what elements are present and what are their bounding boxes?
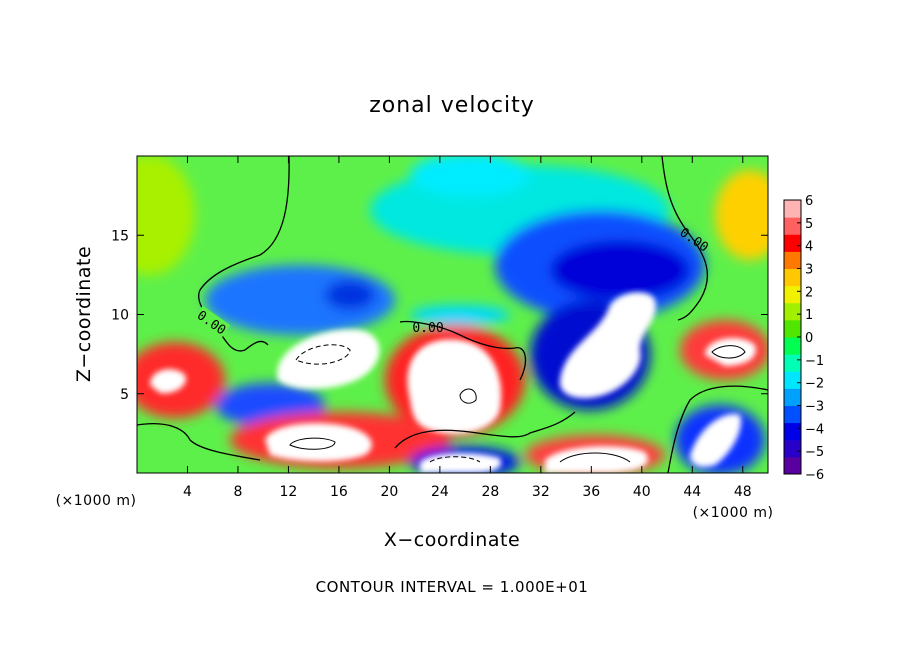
- contour-label-2: 0.00: [412, 321, 443, 336]
- colorbar-segment: [784, 302, 801, 321]
- x-tick-label: 40: [633, 484, 651, 500]
- upper-left-yellow-green: [137, 156, 195, 275]
- x-tick-label: 24: [431, 484, 449, 500]
- colorbar-segment: [784, 319, 801, 338]
- colorbar-tick-label: 0: [805, 331, 813, 346]
- colorbar: 6 5 4 3 2 1 0 −1 −2 −3 −4 −5 −6: [783, 194, 824, 483]
- colorbar-tick-label: −2: [805, 377, 824, 392]
- zero-contour-lower-right: [667, 385, 768, 473]
- x-tick-label: 36: [582, 484, 600, 500]
- x-axis-ticks: 4 8 12 16 20 24 28 32 36 40 44 48: [183, 156, 752, 500]
- cyan-streak: [410, 305, 510, 325]
- colorbar-segment: [784, 422, 801, 441]
- colorbar-tick-label: −1: [805, 354, 824, 369]
- upper-cyan-plume: [410, 156, 530, 197]
- white-core-1: [277, 329, 380, 390]
- colorbar-tick-label: −3: [805, 400, 824, 415]
- colorbar-segment: [784, 354, 801, 372]
- colorbar-segment: [784, 337, 801, 355]
- white-core-3: [559, 292, 656, 399]
- y-tick-label: 15: [111, 228, 129, 244]
- zero-contour-center: [399, 320, 527, 381]
- contour-interval-note: CONTOUR INTERVAL = 1.000E+01: [316, 578, 589, 596]
- x-tick-label: 20: [380, 484, 398, 500]
- contour-loop-4: [711, 345, 746, 359]
- white-core-7: [690, 414, 741, 467]
- upper-right-yellow: [715, 170, 768, 260]
- x-tick-label: 4: [183, 484, 192, 500]
- white-core-8: [545, 446, 648, 473]
- x-tick-label: 28: [481, 484, 499, 500]
- zero-contour-lower-left: [137, 423, 261, 461]
- heatmap-field: 0.00 0.00 0.00: [137, 156, 768, 473]
- contour-loop-3: [459, 388, 477, 404]
- colorbar-tick-label: 4: [805, 240, 813, 255]
- contour-loop-6: [559, 452, 631, 463]
- contour-loop-5: [429, 456, 481, 463]
- colorbar-segment: [784, 439, 801, 458]
- colorbar-tick-label: 1: [805, 308, 813, 323]
- x-tick-label: 32: [532, 484, 550, 500]
- white-core-2: [407, 339, 502, 434]
- colorbar-segment: [784, 251, 801, 269]
- colorbar-segment: [784, 234, 801, 252]
- colorbar-tick-label: 2: [805, 285, 813, 300]
- colorbar-segment: [784, 285, 801, 304]
- dark-blue-small: [325, 280, 375, 310]
- zero-contour-upper-right: [661, 156, 709, 321]
- zero-contour-upper-left: [198, 156, 290, 352]
- x-tick-label: 8: [233, 484, 242, 500]
- contour-loop-2: [289, 437, 336, 450]
- colorbar-segment: [784, 388, 801, 406]
- colorbar-tick-label: 6: [805, 194, 813, 209]
- x-tick-label: 44: [683, 484, 701, 500]
- x-unit-label: (×1000 m): [56, 493, 137, 509]
- y-axis-label: Z−coordinate: [73, 246, 95, 382]
- colorbar-segment: [784, 268, 801, 287]
- y-axis-ticks: 5 10 15: [111, 228, 768, 403]
- contour-lines: [137, 156, 768, 473]
- zero-contour-lower-mid: [394, 411, 576, 449]
- y-tick-label: 10: [111, 308, 129, 324]
- colorbar-segment: [784, 200, 801, 218]
- contour-label-bg-1: [193, 305, 231, 339]
- chart-title: zonal velocity: [369, 93, 535, 118]
- white-core-6: [705, 337, 756, 366]
- x-tick-label: 16: [330, 484, 348, 500]
- saturated-cores: [150, 292, 756, 473]
- colorbar-segment: [784, 371, 801, 389]
- colorbar-segment: [784, 456, 801, 475]
- y-tick-label: 5: [120, 387, 129, 403]
- colorbar-tick-label: 5: [805, 217, 813, 232]
- colorbar-tick-label: −5: [805, 445, 824, 460]
- colorbar-segment: [784, 217, 801, 235]
- y-unit-label: (×1000 m): [693, 505, 774, 521]
- x-axis-label: X−coordinate: [384, 529, 520, 551]
- colorbar-tick-label: −4: [805, 422, 824, 437]
- colorbar-tick-label: −6: [805, 468, 824, 483]
- contour-loop-1: [295, 344, 351, 365]
- white-core-5: [150, 369, 186, 394]
- x-tick-label: 48: [734, 484, 752, 500]
- dark-blue-core: [550, 240, 690, 300]
- colorbar-tick-label: 3: [805, 263, 813, 278]
- x-tick-label: 12: [280, 484, 298, 500]
- colorbar-segment: [784, 405, 801, 424]
- white-core-4: [265, 423, 372, 462]
